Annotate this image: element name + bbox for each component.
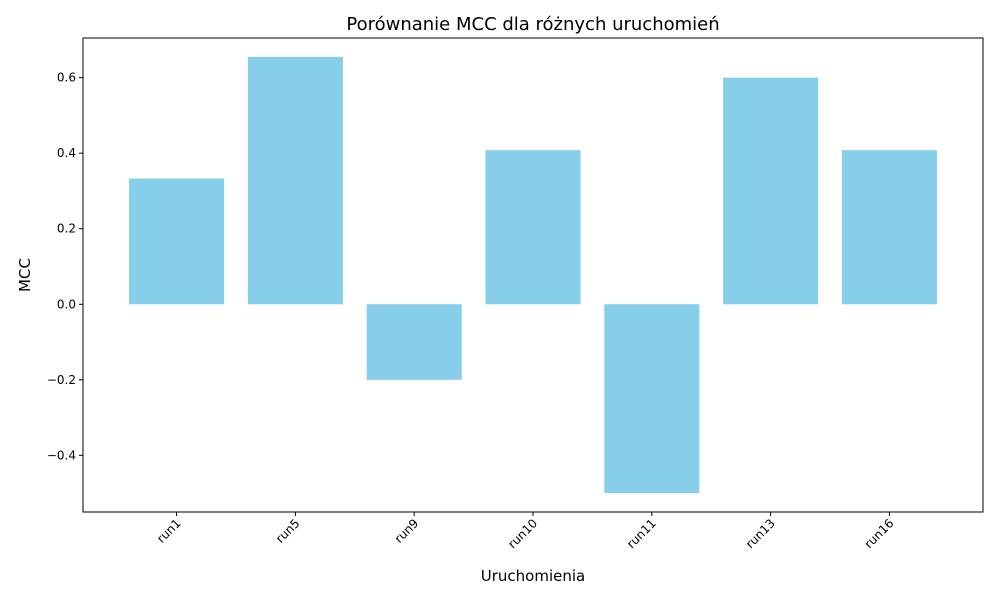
y-axis: −0.4 −0.2 0.0 0.2 0.4 0.6 [47, 71, 83, 462]
y-tick-label: −0.2 [47, 373, 76, 387]
x-tick-label: run16 [862, 516, 897, 551]
x-axis: run1 run5 run9 run10 run11 run13 run16 [154, 512, 897, 551]
bar-run11 [604, 304, 700, 494]
bar-run10 [485, 150, 581, 305]
y-tick-label: −0.4 [47, 448, 76, 462]
y-tick-label: 0.0 [57, 297, 76, 311]
bar-run5 [247, 56, 343, 305]
y-tick-label: 0.6 [57, 71, 76, 85]
y-axis-label: MCC [16, 258, 34, 292]
y-tick-label: 0.4 [57, 146, 76, 160]
x-tick-label: run1 [154, 516, 184, 546]
x-axis-label: Uruchomienia [481, 567, 585, 585]
x-tick-label: run10 [505, 516, 540, 551]
x-tick-label: run13 [743, 516, 778, 551]
bars-group [129, 56, 937, 494]
x-tick-label: run11 [624, 516, 659, 551]
bar-run9 [366, 304, 462, 380]
y-tick-label: 0.2 [57, 222, 76, 236]
chart-title: Porównanie MCC dla różnych uruchomień [346, 14, 719, 35]
bar-run13 [723, 77, 819, 305]
bar-run1 [129, 178, 225, 305]
bar-run16 [841, 150, 937, 305]
x-tick-label: run9 [392, 516, 422, 546]
x-tick-label: run5 [273, 516, 303, 546]
